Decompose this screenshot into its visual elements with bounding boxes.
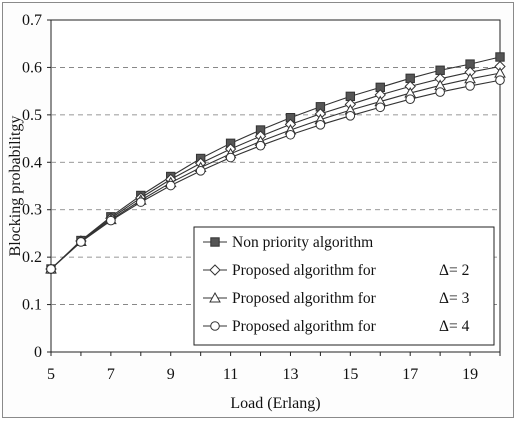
series-line bbox=[50, 56, 501, 270]
x-axis-ticks: 5 7 9 11 13 15 17 19 bbox=[47, 352, 501, 383]
y-tick-label: 0.7 bbox=[22, 12, 42, 29]
x-tick-label: 5 bbox=[47, 366, 55, 383]
y-tick-label: 0.3 bbox=[22, 202, 42, 219]
series-line bbox=[50, 72, 501, 270]
legend: Non priority algorithm Proposed algorithm… bbox=[193, 226, 495, 346]
series-line bbox=[50, 79, 501, 270]
circle-marker bbox=[285, 129, 296, 140]
x-axis-title: Load (Erlang) bbox=[230, 395, 320, 412]
circle-marker bbox=[405, 94, 416, 105]
series-layer bbox=[45, 52, 506, 275]
x-tick-label: 9 bbox=[167, 366, 175, 383]
legend-box bbox=[193, 226, 495, 346]
circle-marker bbox=[465, 81, 475, 91]
y-tick-label: 0.6 bbox=[22, 59, 42, 76]
circle-marker bbox=[315, 120, 326, 130]
x-tick-label: 15 bbox=[342, 366, 358, 383]
legend-item: Proposed algorithm for Δ= 3 bbox=[203, 290, 470, 307]
circle-marker bbox=[46, 264, 56, 274]
legend-delta-label: Δ= 2 bbox=[439, 262, 469, 279]
legend-diamond-marker bbox=[209, 264, 221, 276]
legend-square-marker bbox=[210, 237, 220, 247]
legend-label: Proposed algorithm for bbox=[232, 290, 377, 307]
circle-marker bbox=[435, 87, 445, 97]
circle-marker bbox=[195, 166, 206, 176]
legend-delta-label: Δ= 4 bbox=[439, 318, 470, 335]
x-tick-label: 13 bbox=[282, 366, 298, 383]
series-line bbox=[50, 65, 501, 270]
circle-marker bbox=[345, 111, 356, 121]
series-circle bbox=[46, 75, 505, 274]
legend-item: Proposed algorithm for Δ= 2 bbox=[203, 262, 469, 279]
legend-item: Proposed algorithm for Δ= 4 bbox=[203, 318, 470, 335]
legend-circle-marker bbox=[210, 321, 220, 331]
circle-marker bbox=[375, 102, 386, 113]
square-marker bbox=[495, 52, 505, 62]
circle-marker bbox=[76, 237, 86, 247]
legend-label: Proposed algorithm for bbox=[232, 318, 377, 335]
y-tick-label: 0.2 bbox=[22, 249, 42, 266]
legend-triangle-marker bbox=[209, 291, 221, 303]
y-tick-label: 0.5 bbox=[22, 107, 42, 124]
y-tick-label: 0.1 bbox=[22, 297, 42, 314]
legend-delta-label: Δ= 3 bbox=[439, 290, 470, 307]
circle-marker bbox=[106, 215, 116, 226]
circle-marker bbox=[495, 75, 505, 86]
x-tick-label: 17 bbox=[402, 366, 418, 383]
legend-label: Proposed algorithm for bbox=[232, 262, 377, 279]
y-tick-label: 0 bbox=[34, 344, 42, 361]
x-tick-label: 7 bbox=[107, 366, 115, 383]
circle-marker bbox=[225, 152, 236, 163]
y-axis-ticks: 0 0.1 0.2 0.3 0.4 0.5 0.6 0.7 bbox=[22, 12, 51, 361]
legend-label: Non priority algorithm bbox=[232, 234, 373, 251]
x-tick-label: 19 bbox=[462, 366, 478, 383]
circle-marker bbox=[136, 197, 146, 207]
x-tick-label: 11 bbox=[223, 366, 238, 383]
legend-item: Non priority algorithm bbox=[203, 234, 373, 251]
y-tick-label: 0.4 bbox=[22, 154, 42, 171]
circle-marker bbox=[255, 140, 266, 151]
circle-marker bbox=[165, 180, 176, 191]
y-axis-title: Blocking probabilitgy bbox=[7, 116, 24, 257]
